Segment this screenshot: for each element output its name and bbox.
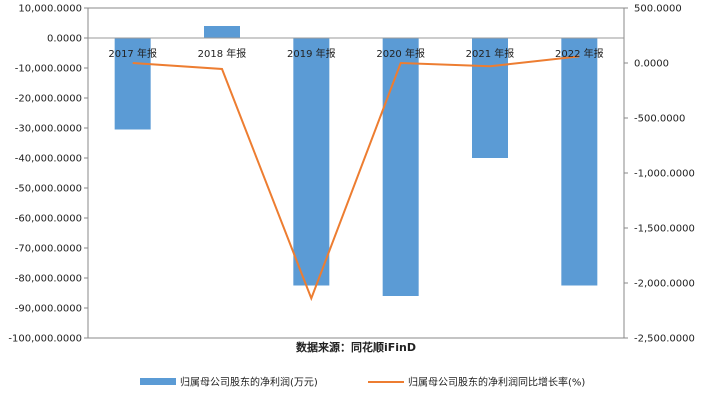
growth-line <box>132 55 580 302</box>
left-tick-label: 10,000.0000 <box>18 4 82 15</box>
category-label: 2020 年报 <box>376 47 425 60</box>
right-tick-label: -500.0000 <box>634 114 685 125</box>
category-label: 2019 年报 <box>287 47 336 60</box>
left-tick-label: -70,000.0000 <box>15 244 82 255</box>
category-label: 2022 年报 <box>555 47 604 60</box>
left-tick-label: -30,000.0000 <box>15 124 82 135</box>
right-tick-label: 500.0000 <box>634 4 682 15</box>
right-axis: 500.0000 0.0000 -500.0000 -1,000.0000 -1,500… <box>624 4 695 345</box>
left-tick-label: -100,000.0000 <box>8 334 82 345</box>
category-label: 2021 年报 <box>466 47 515 60</box>
bars-layer <box>88 26 624 296</box>
left-tick-label: -10,000.0000 <box>15 64 82 75</box>
left-tick-label: 0.0000 <box>47 34 82 45</box>
legend: 归属母公司股东的净利润(万元) 归属母公司股东的净利润同比增长率(%) <box>140 376 585 389</box>
plot-frame <box>87 7 625 339</box>
bar-1 <box>204 26 240 38</box>
left-tick-label: -50,000.0000 <box>15 184 82 195</box>
left-tick-label: -90,000.0000 <box>15 304 82 315</box>
left-tick-label: -60,000.0000 <box>15 214 82 225</box>
left-tick-label: -40,000.0000 <box>15 154 82 165</box>
bar-3 <box>382 38 419 296</box>
right-tick-label: -2,500.0000 <box>634 334 695 345</box>
category-axis: 2017 年报 2018 年报 2019 年报 2020 年报 2021 年报 2022 … <box>108 47 603 60</box>
right-tick-label: 0.0000 <box>634 59 669 70</box>
legend-swatch-bar <box>140 378 176 385</box>
line-layer <box>132 55 580 302</box>
category-label: 2018 年报 <box>198 47 247 60</box>
right-tick-label: -1,000.0000 <box>634 169 695 180</box>
legend-label-line: 归属母公司股东的净利润同比增长率(%) <box>408 376 585 389</box>
bar-4 <box>472 38 508 158</box>
left-axis: 10,000.0000 0.0000 -10,000.0000 -20,000.000… <box>8 4 88 345</box>
left-tick-label: -20,000.0000 <box>15 94 82 105</box>
source-label: 数据来源：同花顺iFinD <box>296 340 416 354</box>
left-tick-label: -80,000.0000 <box>15 274 82 285</box>
category-label: 2017 年报 <box>108 47 157 60</box>
right-tick-label: -1,500.0000 <box>634 224 695 235</box>
bar-0 <box>114 38 151 130</box>
bar-5 <box>561 38 598 286</box>
right-tick-label: -2,000.0000 <box>634 279 695 290</box>
bar-2 <box>293 38 330 286</box>
legend-label-bar: 归属母公司股东的净利润(万元) <box>180 376 318 389</box>
